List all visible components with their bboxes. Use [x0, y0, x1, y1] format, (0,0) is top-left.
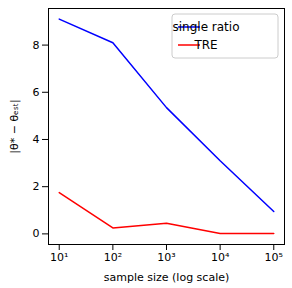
svg-text:8: 8	[33, 39, 40, 52]
svg-text:single ratio: single ratio	[172, 20, 239, 34]
svg-text:10⁵: 10⁵	[265, 251, 283, 264]
svg-text:0: 0	[33, 227, 40, 240]
svg-text:10¹: 10¹	[50, 251, 68, 264]
svg-text:TRE: TRE	[193, 38, 217, 52]
svg-text:6: 6	[33, 86, 40, 99]
svg-text:|θ* − θₑₛₜ|: |θ* − θₑₛₜ|	[8, 99, 21, 154]
svg-text:10⁴: 10⁴	[211, 251, 230, 264]
svg-text:4: 4	[33, 133, 40, 146]
svg-text:2: 2	[33, 180, 40, 193]
svg-text:sample size (log scale): sample size (log scale)	[104, 271, 230, 284]
svg-text:10³: 10³	[157, 251, 175, 264]
svg-text:10²: 10²	[104, 251, 122, 264]
